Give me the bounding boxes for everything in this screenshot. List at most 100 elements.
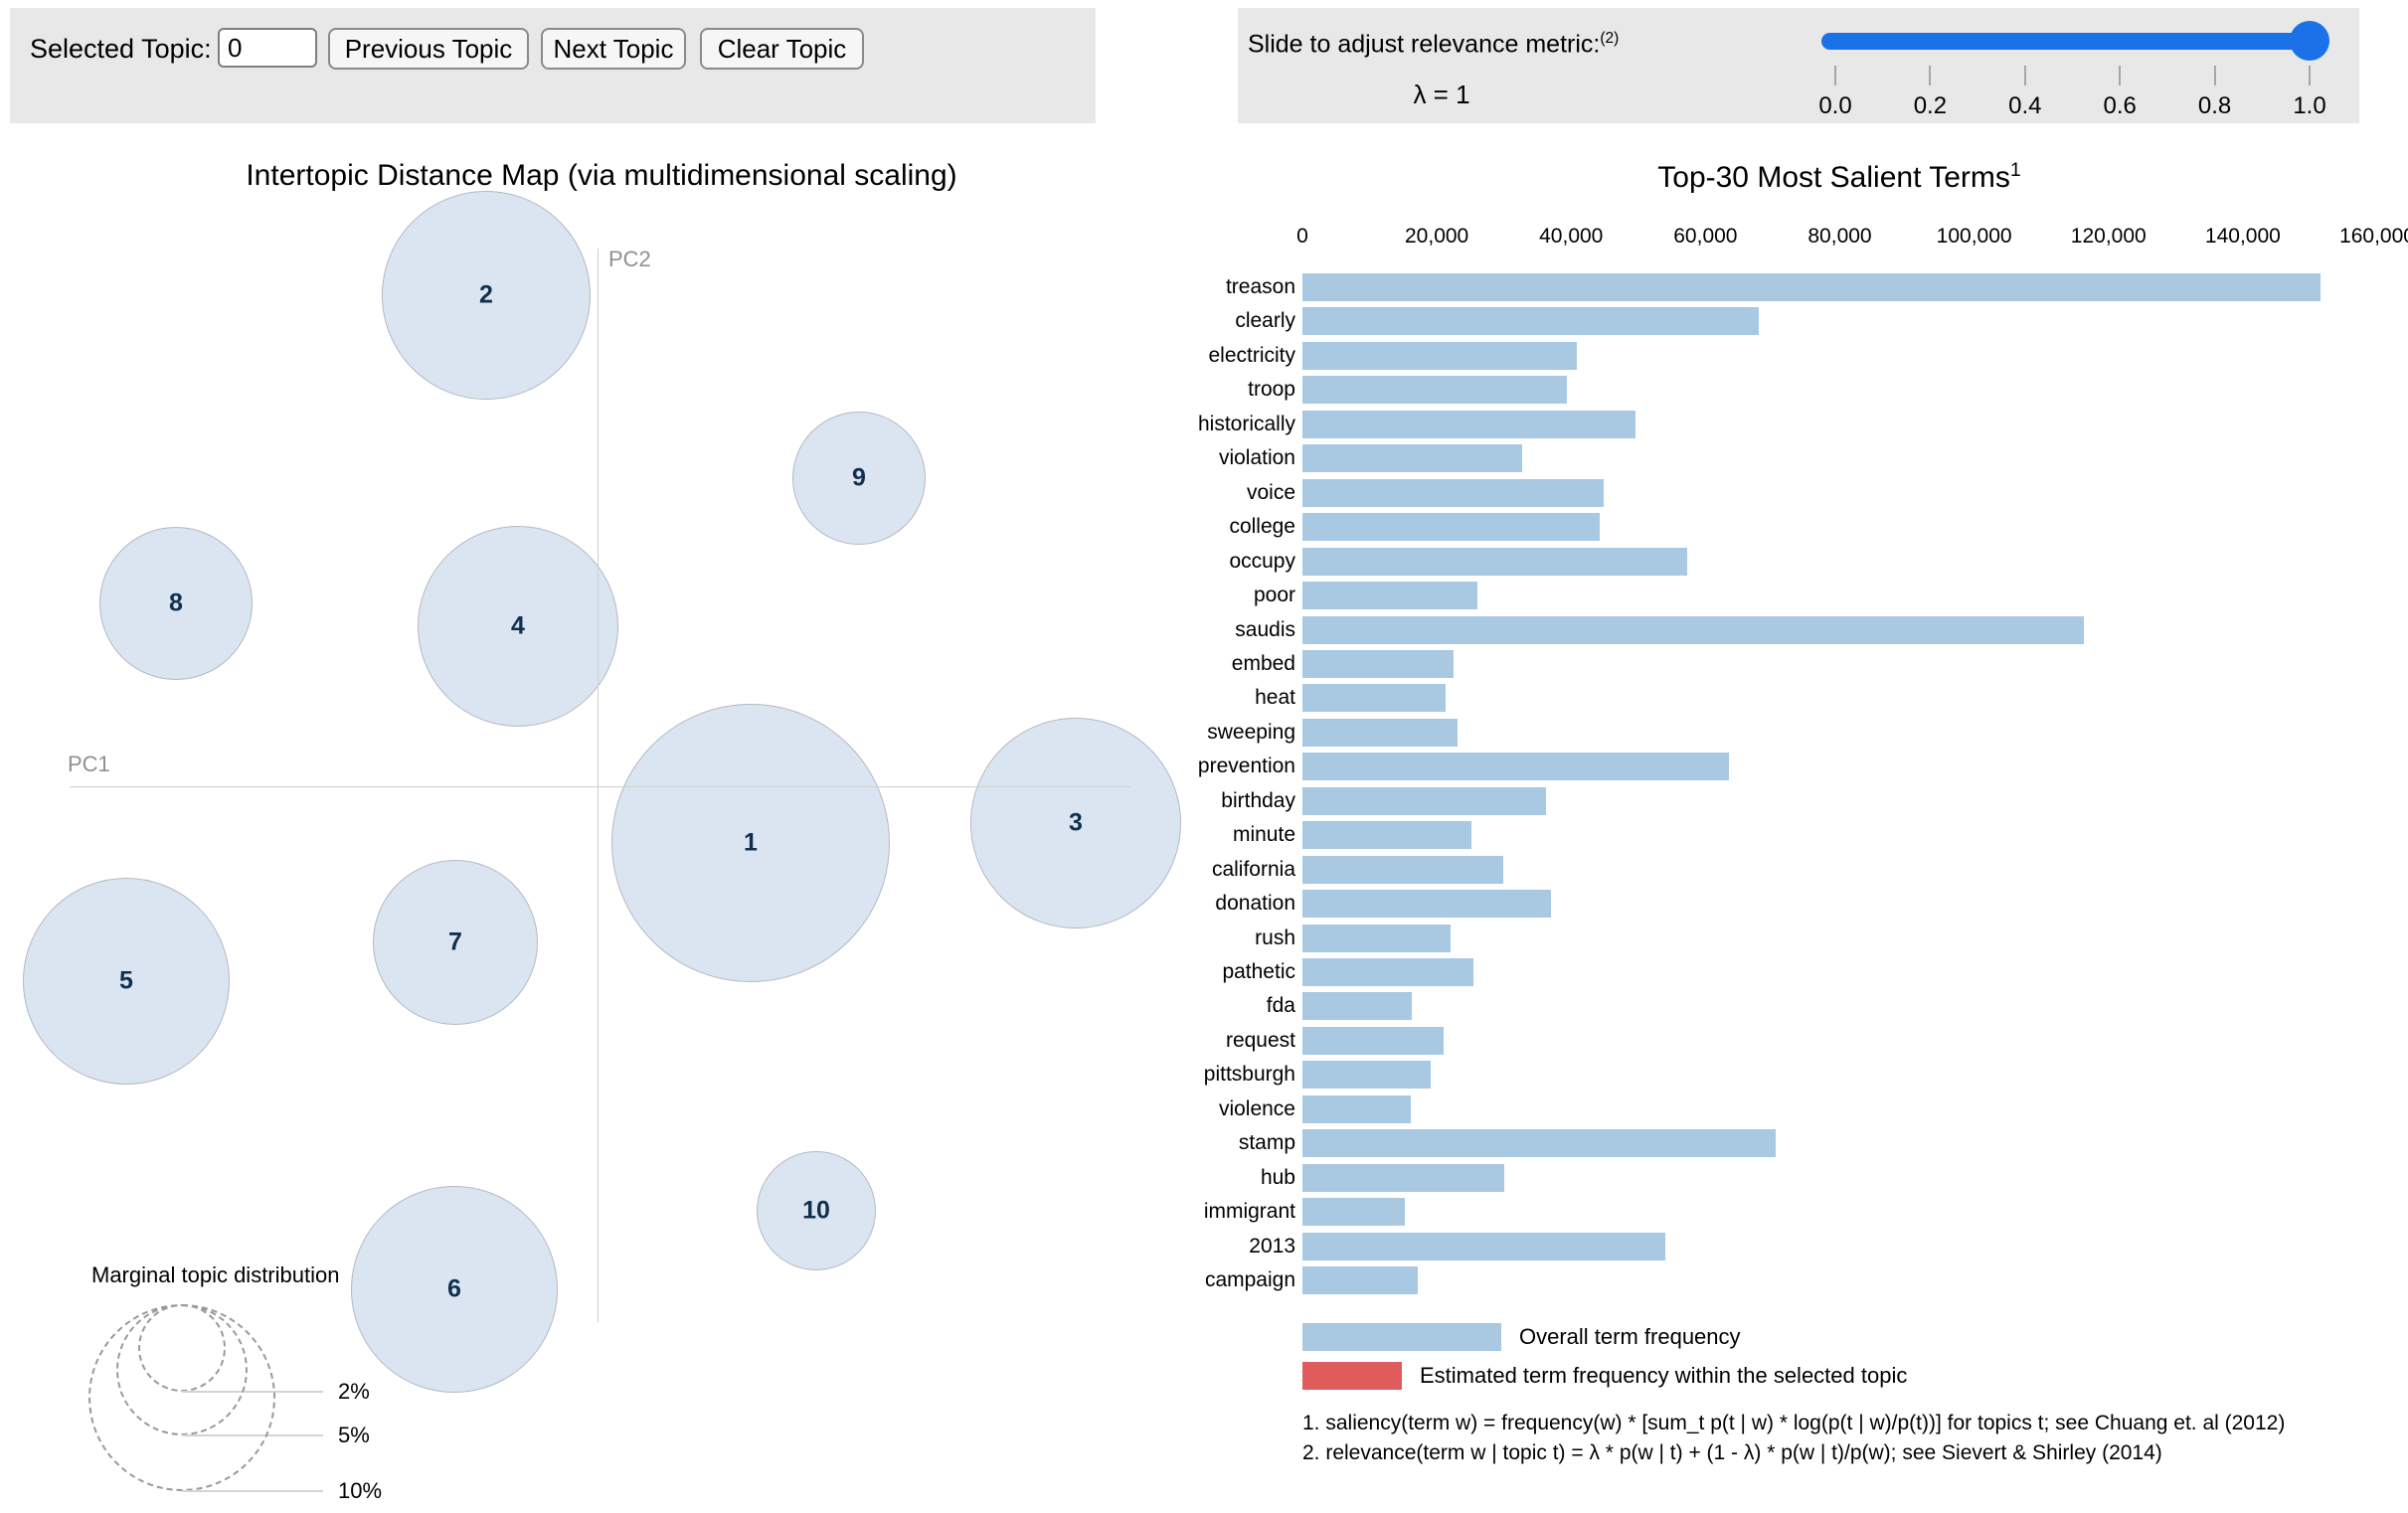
map-title: Intertopic Distance Map (via multidimens… <box>246 159 957 192</box>
term-label[interactable]: treason <box>1225 275 1295 298</box>
term-label[interactable]: heat <box>1255 686 1295 710</box>
term-frequency-bar[interactable] <box>1302 1061 1431 1090</box>
term-frequency-bar[interactable] <box>1302 890 1551 919</box>
topic-circle-label: 3 <box>1069 808 1083 837</box>
marginal-legend-title: Marginal topic distribution <box>91 1262 340 1287</box>
marginal-size-label: 2% <box>338 1379 370 1404</box>
term-frequency-bar[interactable] <box>1302 1026 1444 1055</box>
topic-circle-9[interactable] <box>792 412 926 545</box>
topic-circle-3[interactable] <box>970 718 1181 928</box>
overall-frequency-swatch <box>1302 1323 1501 1351</box>
slider-tick-mark <box>2213 66 2216 85</box>
term-frequency-bar[interactable] <box>1302 718 1458 747</box>
term-frequency-bar[interactable] <box>1302 513 1600 542</box>
term-label[interactable]: immigrant <box>1203 1200 1295 1224</box>
term-label[interactable]: electricity <box>1208 343 1295 367</box>
term-label[interactable]: request <box>1225 1028 1295 1052</box>
term-frequency-bar[interactable] <box>1302 478 1604 507</box>
topic-circle-10[interactable] <box>757 1151 876 1270</box>
term-frequency-bar[interactable] <box>1302 958 1473 986</box>
term-frequency-bar[interactable] <box>1302 615 2084 644</box>
term-label[interactable]: 2013 <box>1249 1234 1295 1258</box>
term-frequency-bar[interactable] <box>1302 341 1577 370</box>
topic-circle-6[interactable] <box>351 1186 558 1393</box>
term-frequency-bar[interactable] <box>1302 547 1687 576</box>
slider-tick-label: 0.4 <box>2008 92 2042 119</box>
relevance-metric-text: Slide to adjust relevance metric: <box>1248 30 1601 59</box>
terms-axis-tick-label: 120,000 <box>2070 225 2147 248</box>
term-frequency-bar[interactable] <box>1302 273 2321 301</box>
term-frequency-bar[interactable] <box>1302 649 1454 678</box>
term-frequency-bar[interactable] <box>1302 410 1635 438</box>
topic-circle-5[interactable] <box>23 878 230 1085</box>
term-frequency-bar[interactable] <box>1302 376 1567 405</box>
marginal-size-label: 10% <box>338 1478 383 1503</box>
term-label[interactable]: fda <box>1266 994 1295 1018</box>
term-label[interactable]: prevention <box>1197 755 1295 778</box>
term-label[interactable]: donation <box>1215 892 1295 916</box>
lambda-slider-handle[interactable] <box>2290 21 2329 61</box>
topic-circle-8[interactable] <box>99 527 253 680</box>
term-label[interactable]: occupy <box>1229 549 1295 573</box>
clear-topic-button[interactable]: Clear Topic <box>700 28 864 70</box>
lambda-value: λ = 1 <box>1413 80 1470 109</box>
term-label[interactable]: clearly <box>1235 309 1295 333</box>
terms-chart-title-footref: 1 <box>2009 159 2021 181</box>
terms-axis-tick-label: 160,000 <box>2339 225 2408 248</box>
term-label[interactable]: hub <box>1260 1165 1295 1189</box>
selected-topic-input[interactable] <box>218 28 317 68</box>
term-frequency-bar[interactable] <box>1302 855 1503 884</box>
next-topic-button[interactable]: Next Topic <box>541 28 686 70</box>
term-label[interactable]: college <box>1229 515 1295 539</box>
slider-tick-mark <box>1929 66 1932 85</box>
term-label[interactable]: historically <box>1197 412 1295 435</box>
topic-circle-7[interactable] <box>373 860 538 1025</box>
term-label[interactable]: embed <box>1231 651 1295 675</box>
pc1-axis-label: PC1 <box>68 752 110 776</box>
term-frequency-bar[interactable] <box>1302 753 1729 781</box>
term-frequency-bar[interactable] <box>1302 582 1477 610</box>
term-frequency-bar[interactable] <box>1302 1129 1776 1158</box>
term-frequency-bar[interactable] <box>1302 684 1446 713</box>
term-frequency-bar[interactable] <box>1302 992 1412 1021</box>
topic-circle-label: 5 <box>119 966 133 995</box>
term-label[interactable]: stamp <box>1238 1131 1295 1155</box>
term-label[interactable]: saudis <box>1235 617 1295 641</box>
term-label[interactable]: campaign <box>1204 1268 1295 1292</box>
slider-tick-mark <box>2119 66 2122 85</box>
terms-chart-title-text: Top-30 Most Salient Terms <box>1657 161 2010 194</box>
term-frequency-bar[interactable] <box>1302 1163 1504 1192</box>
term-label[interactable]: poor <box>1253 584 1295 607</box>
term-label[interactable]: voice <box>1246 480 1295 504</box>
term-label[interactable]: rush <box>1255 925 1295 949</box>
term-label[interactable]: california <box>1211 857 1295 881</box>
term-frequency-bar[interactable] <box>1302 1094 1411 1123</box>
term-label[interactable]: troop <box>1248 378 1295 402</box>
term-frequency-bar[interactable] <box>1302 1266 1418 1295</box>
term-label[interactable]: sweeping <box>1207 720 1295 744</box>
topic-circle-4[interactable] <box>418 526 618 727</box>
marginal-size-leader-line <box>182 1490 323 1492</box>
term-label[interactable]: pittsburgh <box>1203 1063 1295 1087</box>
term-label[interactable]: violation <box>1218 446 1295 470</box>
topic-circle-label: 4 <box>511 611 525 640</box>
slider-tick-label: 0.2 <box>1913 92 1948 119</box>
topic-circle-1[interactable] <box>611 704 890 982</box>
previous-topic-button[interactable]: Previous Topic <box>328 28 529 70</box>
footnote-relevance: 2. relevance(term w | topic t) = λ * p(w… <box>1302 1441 2162 1464</box>
term-frequency-bar[interactable] <box>1302 1198 1405 1227</box>
term-frequency-bar[interactable] <box>1302 786 1546 815</box>
term-frequency-bar[interactable] <box>1302 924 1451 952</box>
slider-tick-label: 0.8 <box>2197 92 2232 119</box>
lambda-slider-track[interactable] <box>1821 33 2328 50</box>
term-label[interactable]: minute <box>1232 823 1295 847</box>
topic-circle-2[interactable] <box>382 191 591 400</box>
footnote-saliency: 1. saliency(term w) = frequency(w) * [su… <box>1302 1412 2286 1434</box>
term-frequency-bar[interactable] <box>1302 307 1759 336</box>
term-frequency-bar[interactable] <box>1302 821 1471 850</box>
term-frequency-bar[interactable] <box>1302 1232 1665 1261</box>
term-label[interactable]: birthday <box>1221 788 1295 812</box>
term-label[interactable]: violence <box>1218 1096 1295 1120</box>
term-label[interactable]: pathetic <box>1222 960 1295 983</box>
term-frequency-bar[interactable] <box>1302 444 1522 473</box>
